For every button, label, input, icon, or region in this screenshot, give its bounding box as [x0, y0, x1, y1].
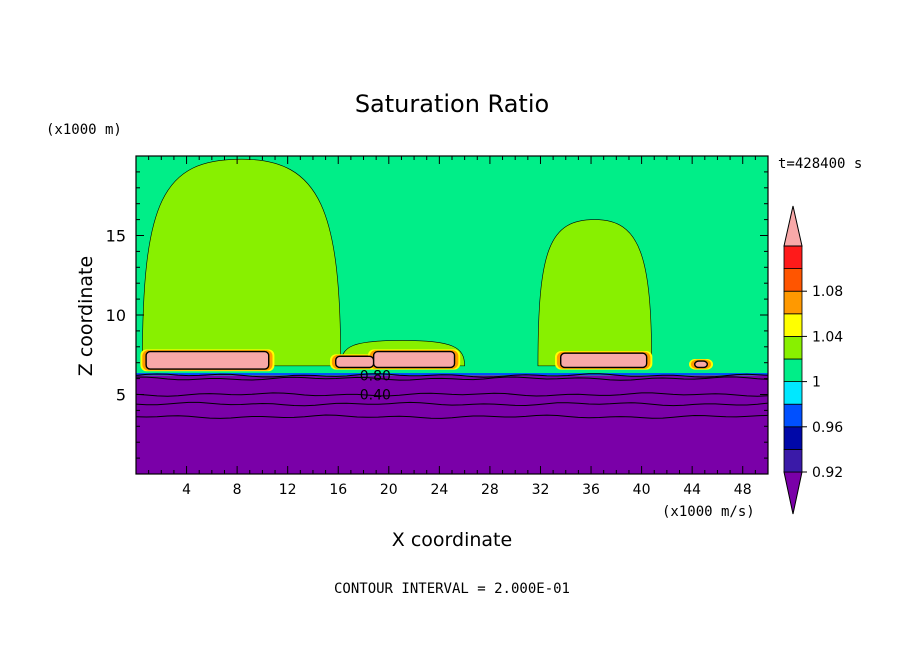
- x-tick-label: 12: [279, 482, 297, 498]
- colorbar-label: 0.92: [812, 465, 843, 481]
- colorbar-band: [783, 268, 803, 292]
- colorbar-band: [783, 358, 803, 383]
- cloud-region: [537, 219, 653, 367]
- y-axis-label: Z coordinate: [75, 256, 97, 376]
- colorbar-band: [783, 290, 803, 315]
- y-unit-label: (x1000 m): [46, 122, 122, 138]
- contour-line: [136, 392, 768, 397]
- colorbar-band: [783, 335, 803, 360]
- colorbar-high-arrow: [783, 205, 803, 247]
- supersaturated-core: [145, 350, 270, 370]
- colorbar-band: [783, 426, 803, 450]
- contour-line: [136, 414, 768, 419]
- x-tick-label: 4: [182, 482, 191, 498]
- colorbar-label: 0.96: [812, 420, 843, 436]
- x-tick-label: 44: [683, 482, 701, 498]
- contour-interval-note: CONTOUR INTERVAL = 2.000E-01: [334, 581, 570, 597]
- contour-line: [136, 401, 768, 407]
- contour-label: 0.40: [360, 388, 391, 404]
- x-axis-ticks: 4 8 12 16 20 24 28 32 36 40 44 48: [148, 156, 756, 498]
- x-tick-label: 40: [633, 482, 651, 498]
- y-tick-label: 10: [106, 306, 126, 325]
- colorbar-label: 1.08: [812, 284, 843, 300]
- transition-band: [136, 373, 768, 376]
- colorbar-band: [783, 313, 803, 337]
- colorbar-low-arrow: [783, 471, 803, 515]
- x-tick-label: 36: [582, 482, 600, 498]
- cloud-region: [142, 158, 342, 367]
- x-tick-label: 20: [380, 482, 398, 498]
- colorbar-band: [783, 381, 803, 405]
- supersaturated-core: [335, 355, 375, 369]
- chart-title: Saturation Ratio: [355, 90, 549, 118]
- field-shading: [136, 156, 768, 474]
- x-unit-label: (x1000 m/s): [662, 504, 755, 520]
- x-tick-label: 28: [481, 482, 499, 498]
- contour-line: [136, 373, 768, 378]
- supersaturated-core: [560, 352, 648, 369]
- colorbar-band: [783, 403, 803, 428]
- colorbar: 1.08 1.04 1 0.96 0.92: [783, 205, 843, 515]
- colorbar-label: 1: [812, 375, 821, 391]
- supersaturated-core: [372, 350, 456, 369]
- contour-label: 0.80: [360, 368, 391, 384]
- low-subsaturated-layer: [136, 375, 768, 474]
- y-tick-label: 15: [106, 227, 126, 246]
- contour-lines: [136, 373, 768, 419]
- colorbar-band: [783, 448, 803, 473]
- y-tick-label: 5: [116, 386, 126, 405]
- contour-label-group: 0.80 0.40: [360, 368, 391, 403]
- y-axis-ticks: 5 10 15: [106, 171, 768, 459]
- x-tick-label: 8: [233, 482, 242, 498]
- x-tick-label: 48: [734, 482, 752, 498]
- x-tick-label: 24: [430, 482, 448, 498]
- contour-line: [136, 376, 768, 381]
- x-tick-label: 32: [532, 482, 550, 498]
- supersaturated-core: [693, 360, 709, 369]
- time-label: t=428400 s: [778, 156, 862, 172]
- colorbar-label: 1.04: [812, 329, 843, 345]
- colorbar-band: [783, 245, 803, 270]
- x-tick-label: 16: [329, 482, 347, 498]
- x-axis-label: X coordinate: [392, 529, 512, 551]
